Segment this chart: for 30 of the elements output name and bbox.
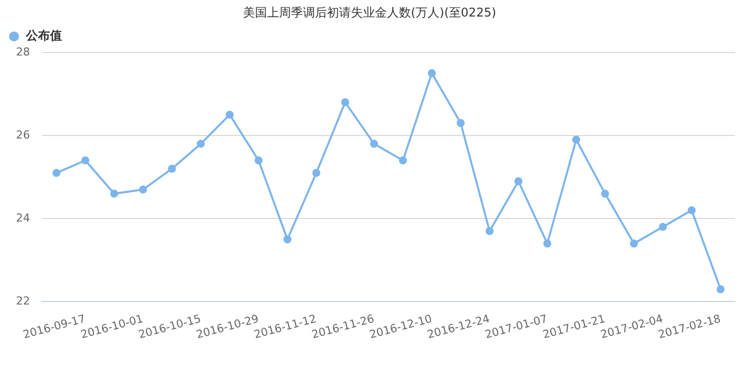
point [688,206,696,214]
point [572,136,580,144]
point [428,69,436,78]
point [81,156,90,164]
point [370,140,378,148]
legend-label: 公布值 [25,28,62,43]
y-tick-label: 28 [16,45,30,58]
point [226,110,234,119]
point [716,285,725,294]
chart-title: 美国上周季调后初请失业金人数(万人)(至0225) [242,5,496,20]
y-tick-label: 24 [16,211,30,224]
point [630,240,638,248]
point [543,240,552,248]
point [341,98,350,106]
point [52,168,60,177]
point [398,156,407,164]
point [514,177,522,186]
point [168,164,176,173]
point [283,235,292,244]
point [196,140,205,148]
point [110,190,118,198]
point [658,222,667,231]
point [312,168,320,177]
point [139,186,148,194]
point [254,156,263,164]
point [601,190,610,198]
point [486,227,494,236]
y-tick-label: 22 [16,294,30,308]
point [456,119,465,128]
y-tick-label: 26 [16,128,30,142]
